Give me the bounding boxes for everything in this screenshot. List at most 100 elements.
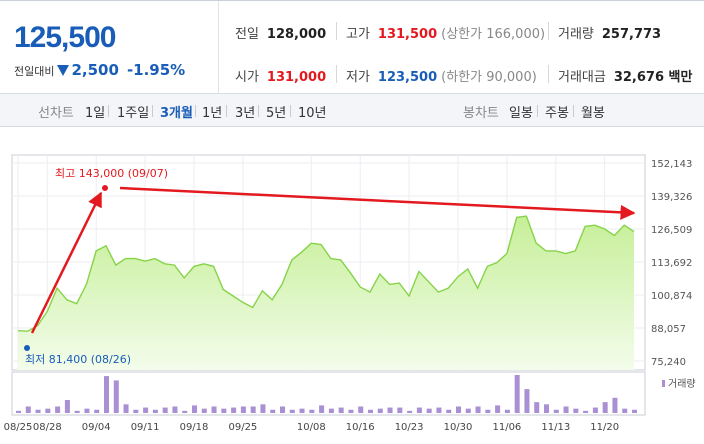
volume-bar bbox=[182, 410, 188, 413]
volume-legend-label: 거래량 bbox=[668, 378, 696, 390]
volume-bar bbox=[407, 410, 413, 413]
y-tick-label: 139,326 bbox=[651, 192, 692, 203]
change-value: 2,500 bbox=[71, 61, 119, 79]
period-1y[interactable]: 1년 bbox=[202, 106, 223, 121]
period-3m[interactable]: 3개월 bbox=[160, 106, 193, 121]
down-triangle-icon bbox=[57, 65, 70, 76]
x-tick-label: 09/25 bbox=[228, 422, 257, 433]
volume-bar bbox=[436, 407, 442, 413]
candle-chart-label: 봉차트 bbox=[463, 106, 499, 121]
high-annotation: 최고 143,000 (09/07) bbox=[55, 167, 168, 180]
volume-bar bbox=[25, 406, 31, 413]
volume-bars bbox=[16, 375, 637, 413]
stat-high: 고가 131,500 (상한가 166,000) bbox=[346, 27, 546, 42]
volume-bar bbox=[553, 409, 559, 413]
volume-bar bbox=[240, 406, 246, 413]
candle-daily[interactable]: 일봉 bbox=[509, 106, 533, 121]
x-tick-label: 10/30 bbox=[444, 422, 473, 433]
candle-monthly[interactable]: 월봉 bbox=[581, 106, 605, 121]
volume-bar bbox=[55, 406, 61, 413]
stat-volume: 거래량 257,773 bbox=[558, 27, 662, 42]
low-marker bbox=[24, 345, 30, 351]
period-1d[interactable]: 1일 bbox=[85, 106, 106, 121]
volume-bar bbox=[446, 409, 452, 413]
volume-bar bbox=[250, 406, 256, 413]
volume-bar bbox=[221, 408, 227, 413]
period-5y[interactable]: 5년 bbox=[266, 106, 287, 121]
candle-weekly[interactable]: 주봉 bbox=[545, 106, 569, 121]
stat-prev-close: 전일 128,000 bbox=[235, 27, 327, 42]
stat-low: 저가 123,500 (하한가 90,000) bbox=[346, 70, 537, 85]
volume-bar bbox=[104, 376, 109, 413]
price-summary: 125,500 전일대비 2,500 -1.95% bbox=[0, 1, 219, 94]
volume-bar bbox=[260, 404, 266, 413]
price-line bbox=[17, 215, 635, 332]
volume-bar bbox=[84, 408, 90, 413]
period-toolbar: 선차트 1일 1주일 3개월 1년 3년 5년 10년 봉차트 일봉 주봉 월봉 bbox=[0, 94, 704, 127]
volume-bar bbox=[426, 408, 432, 413]
x-tick-label: 08/25 bbox=[4, 422, 33, 433]
volume-bar bbox=[201, 408, 207, 413]
volume-bar bbox=[632, 409, 637, 413]
line-chart-label: 선차트 bbox=[38, 106, 74, 121]
volume-bar bbox=[172, 406, 178, 413]
volume-bar bbox=[377, 408, 383, 413]
volume-bar bbox=[35, 409, 41, 413]
y-tick-label: 75,240 bbox=[651, 357, 686, 368]
volume-bar bbox=[133, 409, 139, 413]
x-tick-label: 10/16 bbox=[346, 422, 375, 433]
x-tick-label: 11/06 bbox=[492, 422, 521, 433]
y-tick-label: 113,692 bbox=[651, 258, 692, 269]
volume-bar bbox=[45, 408, 51, 413]
x-tick-label: 08/28 bbox=[33, 422, 62, 433]
volume-bar bbox=[299, 408, 305, 413]
volume-legend-swatch bbox=[662, 380, 665, 387]
period-3y[interactable]: 3년 bbox=[235, 106, 256, 121]
volume-bar bbox=[456, 406, 461, 413]
volume-bar bbox=[94, 409, 100, 413]
y-tick-label: 152,143 bbox=[651, 159, 692, 170]
volume-bar bbox=[475, 406, 481, 413]
volume-bar bbox=[16, 410, 21, 413]
volume-bar bbox=[514, 375, 520, 413]
volume-bar bbox=[348, 409, 354, 413]
high-marker bbox=[102, 185, 108, 191]
low-annotation: 최저 81,400 (08/26) bbox=[25, 353, 131, 366]
volume-bar bbox=[192, 405, 197, 413]
volume-bar bbox=[280, 406, 285, 413]
stats-table: 전일 128,000 고가 131,500 (상한가 166,000) 거래량 257,… bbox=[218, 1, 704, 94]
volume-bar bbox=[534, 402, 540, 413]
x-tick-label: 09/11 bbox=[131, 422, 160, 433]
volume-bar bbox=[592, 407, 598, 413]
current-price: 125,500 bbox=[14, 21, 116, 54]
volume-bar bbox=[270, 409, 276, 413]
volume-bar bbox=[397, 407, 403, 413]
volume-bar bbox=[368, 409, 373, 413]
volume-bar bbox=[544, 404, 549, 413]
volume-bar bbox=[485, 409, 491, 413]
volume-bar bbox=[563, 406, 569, 413]
period-1w[interactable]: 1주일 bbox=[117, 106, 150, 121]
x-tick-label: 10/23 bbox=[395, 422, 424, 433]
x-tick-label: 10/08 bbox=[297, 422, 326, 433]
volume-bar bbox=[583, 410, 589, 413]
x-tick-label: 09/04 bbox=[82, 422, 111, 433]
x-tick-label: 09/18 bbox=[180, 422, 209, 433]
y-axis: 152,143 139,326 126,509 113,692 100,874 88,05… bbox=[651, 159, 692, 368]
stat-open: 시가 131,000 bbox=[235, 70, 327, 85]
change-label: 전일대비 bbox=[14, 65, 55, 78]
volume-bar bbox=[358, 406, 364, 413]
volume-bar bbox=[622, 408, 628, 413]
volume-bar bbox=[123, 404, 129, 413]
volume-bar bbox=[74, 410, 80, 413]
volume-bar bbox=[113, 380, 119, 413]
period-10y[interactable]: 10년 bbox=[298, 106, 327, 121]
trend-arrow-up bbox=[30, 191, 103, 334]
change-percent: -1.95% bbox=[126, 61, 186, 79]
volume-bar bbox=[289, 409, 295, 413]
y-tick-label: 100,874 bbox=[651, 291, 692, 302]
volume-bar bbox=[416, 407, 422, 413]
volume-bar bbox=[328, 408, 334, 413]
volume-bar bbox=[573, 408, 579, 413]
volume-bar bbox=[319, 405, 325, 413]
